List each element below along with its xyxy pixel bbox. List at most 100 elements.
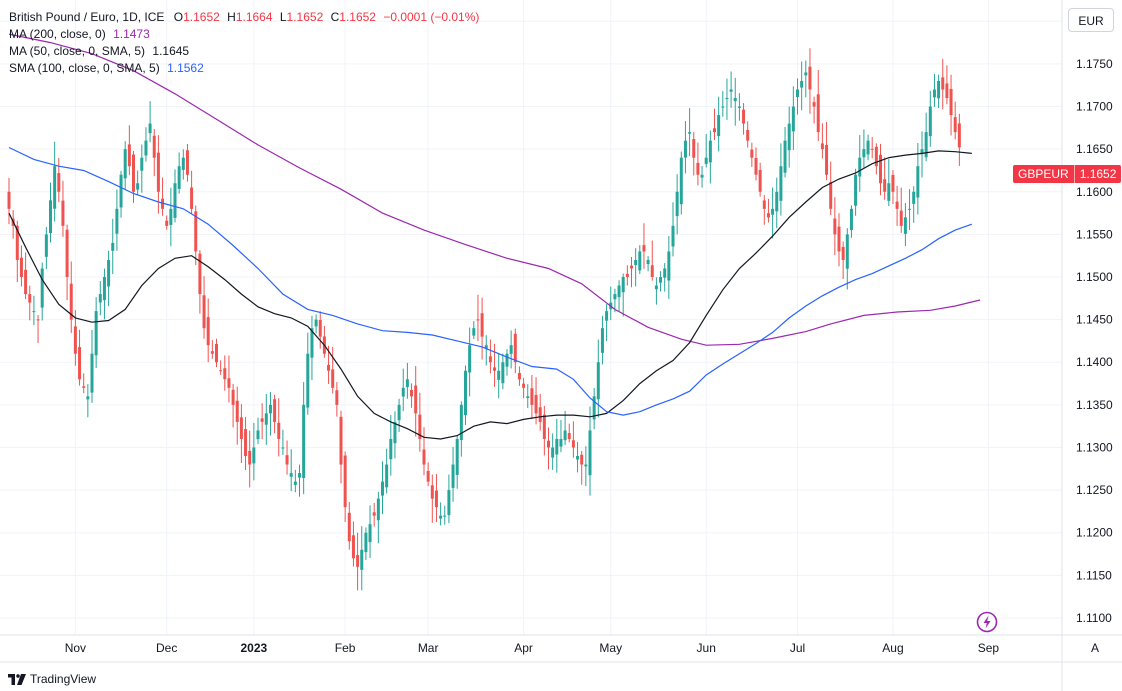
candles	[7, 48, 961, 591]
candle-body	[742, 109, 746, 124]
candle	[932, 73, 936, 107]
candle	[688, 108, 692, 157]
candle	[671, 202, 675, 257]
candle-body	[708, 140, 712, 163]
candle-body	[874, 146, 878, 167]
x-tick-label: Nov	[65, 641, 86, 655]
candle-body	[517, 372, 521, 380]
ma200-label: MA (200, close, 0)	[9, 27, 106, 41]
candle-body	[866, 140, 870, 155]
candle-body	[210, 351, 214, 354]
candle-body	[49, 200, 52, 234]
lightning-icon[interactable]	[976, 611, 998, 633]
candle	[683, 121, 687, 174]
candle-body	[613, 294, 617, 300]
legend-ma200-row[interactable]: MA (200, close, 0) 1.1473	[9, 26, 479, 43]
candle-body	[654, 285, 658, 290]
candle	[264, 393, 268, 445]
candle	[737, 93, 741, 121]
candle-body	[148, 123, 152, 134]
candle	[742, 103, 746, 135]
candle	[584, 446, 588, 487]
low-label: L	[279, 10, 287, 24]
candle	[273, 394, 277, 434]
candle	[476, 294, 480, 342]
candle-body	[206, 317, 210, 346]
candle	[576, 442, 580, 473]
candle	[883, 157, 887, 200]
candle-body	[94, 311, 98, 356]
candle	[887, 159, 891, 207]
candle	[729, 71, 733, 108]
candle-body	[86, 396, 90, 400]
candle	[704, 134, 708, 168]
candle	[758, 162, 762, 197]
candle-body	[273, 399, 277, 422]
candle	[111, 218, 115, 274]
candle-body	[190, 187, 194, 209]
ma50-line[interactable]	[8, 150, 972, 440]
high-label: H	[227, 10, 236, 24]
candle	[19, 245, 23, 287]
ma50-value: 1.1645	[152, 44, 190, 58]
candle	[783, 126, 787, 178]
candle-body	[368, 524, 372, 543]
candle-body	[239, 417, 243, 439]
candle	[949, 74, 953, 136]
candle	[646, 256, 650, 272]
candle	[24, 252, 28, 300]
candle-body	[796, 89, 799, 98]
currency-button[interactable]: EUR	[1068, 8, 1114, 32]
candle-body	[268, 404, 272, 414]
candle	[165, 215, 169, 230]
candle-body	[530, 388, 534, 405]
candle-body	[808, 66, 812, 90]
candle	[57, 157, 61, 203]
candle-body	[845, 234, 849, 269]
candle	[281, 429, 285, 455]
candle-body	[949, 88, 953, 116]
legend-ohlc-row[interactable]: British Pound / Euro, 1D, ICE O1.1652 H1…	[9, 9, 479, 26]
candle	[215, 338, 218, 368]
candle	[920, 131, 924, 178]
candle	[289, 449, 293, 492]
candle-body	[306, 353, 310, 408]
sma100-line[interactable]	[8, 146, 973, 416]
candle-body	[488, 356, 492, 363]
candle	[472, 321, 476, 340]
auto-scale-button[interactable]: A	[1090, 641, 1099, 655]
candle-body	[73, 326, 77, 354]
candle	[762, 195, 766, 225]
candle	[235, 386, 239, 445]
candle	[700, 166, 704, 188]
candle-body	[61, 200, 65, 226]
candle	[239, 404, 243, 463]
legend-sma100-row[interactable]: SMA (100, close, 0, SMA, 5) 1.1562	[9, 60, 479, 77]
close-label: C	[330, 10, 340, 24]
candle	[418, 392, 422, 452]
candle	[634, 248, 638, 287]
ma200-line[interactable]	[8, 33, 981, 346]
candle	[181, 149, 185, 180]
x-tick-label: Feb	[335, 641, 356, 655]
candle	[293, 469, 297, 493]
candle	[322, 325, 326, 358]
candle-body	[534, 394, 538, 414]
candle-body	[181, 157, 185, 170]
candle	[621, 273, 625, 317]
y-tick-label: 1.1600	[1076, 185, 1113, 199]
candle	[534, 377, 538, 425]
candle	[123, 141, 127, 191]
candle-body	[439, 515, 443, 519]
candle-body	[82, 386, 86, 388]
candle-body	[883, 179, 887, 192]
candle-body	[750, 149, 754, 158]
candle	[156, 135, 160, 214]
candle	[351, 521, 355, 567]
legend-ma50-row[interactable]: MA (50, close, 0, SMA, 5) 1.1645	[9, 43, 479, 60]
candle	[692, 131, 696, 176]
candle	[410, 383, 414, 408]
candle	[169, 187, 173, 247]
candle-body	[173, 183, 177, 218]
